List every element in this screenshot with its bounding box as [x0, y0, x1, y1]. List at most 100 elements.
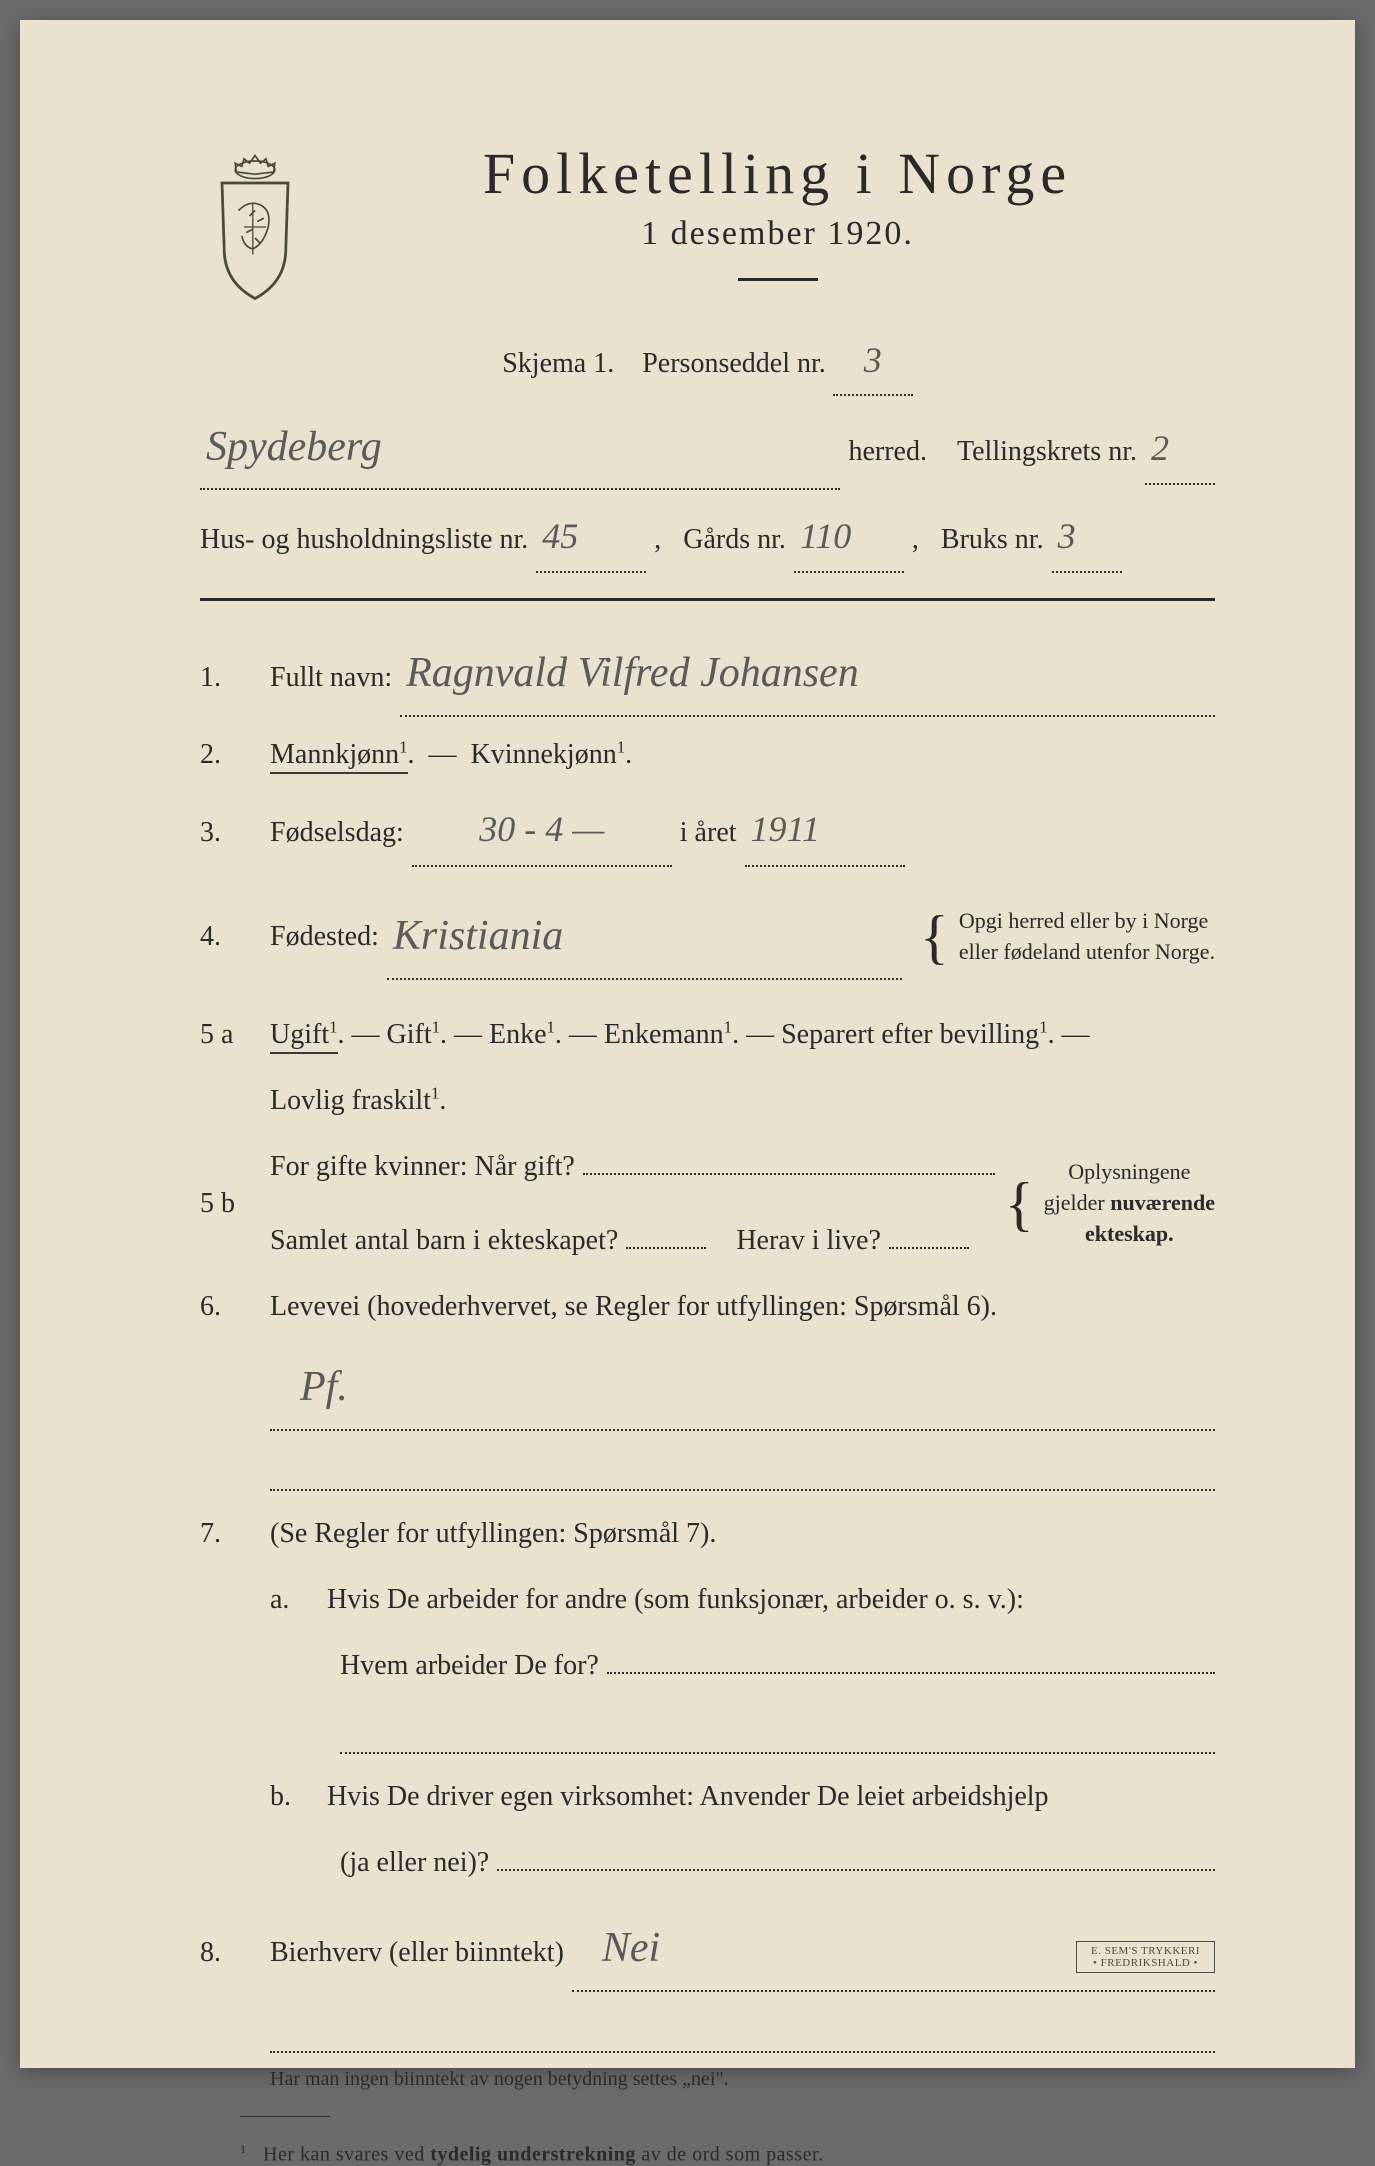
subtitle: 1 desember 1920.	[340, 215, 1215, 253]
husliste-value: 45	[536, 502, 646, 572]
q5b-note3: ekteskap.	[1085, 1221, 1174, 1246]
title-block: Folketelling i Norge 1 desember 1920.	[340, 140, 1215, 316]
norway-crest-svg	[200, 150, 310, 304]
q7a-num: a.	[270, 1572, 320, 1628]
form-metadata: Skjema 1. Personseddel nr. 3 Spydeberg h…	[200, 326, 1215, 573]
q5b-fill1	[583, 1173, 995, 1175]
q3-yearlabel: i året	[680, 805, 737, 861]
q6-dotted	[270, 1441, 1215, 1491]
herred-value: Spydeberg	[200, 408, 840, 490]
q7-num: 7.	[200, 1506, 270, 1562]
main-title: Folketelling i Norge	[340, 140, 1215, 207]
herred-line: Spydeberg herred. Tellingskrets nr. 2	[200, 408, 1215, 490]
q2-mann: Mannkjønn1	[270, 739, 408, 774]
q7b-label2: (ja eller nei)?	[340, 1835, 489, 1891]
q5a-num: 5 a	[200, 1007, 270, 1063]
q7-label: (Se Regler for utfyllingen: Spørsmål 7).	[270, 1506, 1215, 1562]
q7b-num: b.	[270, 1769, 320, 1825]
footnote-separator	[240, 2116, 330, 2117]
q3-label: Fødselsdag:	[270, 805, 404, 861]
q7b: b. Hvis De driver egen virksomhet: Anven…	[270, 1769, 1215, 1825]
q7b-label1: Hvis De driver egen virksomhet: Anvender…	[327, 1781, 1049, 1812]
q5b-fill2	[626, 1247, 706, 1249]
q8-num: 8.	[200, 1925, 270, 1981]
q4-note1: Opgi herred eller by i Norge	[959, 908, 1208, 933]
q7a-fill	[607, 1672, 1215, 1674]
printer-stamp: E. SEM'S TRYKKERI • FREDRIKSHALD •	[1076, 1941, 1215, 1973]
q6-blank	[270, 1441, 1215, 1491]
census-form-page: Folketelling i Norge 1 desember 1920. Sk…	[20, 20, 1355, 2068]
personseddel-label: Personseddel nr.	[642, 348, 826, 379]
header: Folketelling i Norge 1 desember 1920.	[200, 140, 1215, 316]
q7b-line2: (ja eller nei)?	[340, 1835, 1215, 1891]
q7: 7. (Se Regler for utfyllingen: Spørsmål …	[200, 1506, 1215, 1562]
coat-of-arms-icon	[200, 150, 310, 300]
q3-num: 3.	[200, 805, 270, 861]
q5b-note: { Oplysningene gjelder nuværende ekteska…	[995, 1144, 1215, 1264]
q5b-note2: gjelder nuværende	[1044, 1190, 1215, 1215]
q5b-label3: Herav i live?	[736, 1213, 881, 1269]
q5b-row2: Samlet antal barn i ekteskapet? Herav i …	[270, 1213, 995, 1269]
q4-note: { Opgi herred eller by i Norge eller fød…	[910, 877, 1215, 997]
q7a-dotted	[340, 1704, 1215, 1754]
q7a: a. Hvis De arbeider for andre (som funks…	[270, 1572, 1215, 1628]
tellingskrets-value: 2	[1145, 414, 1215, 484]
q8-label: Bierhverv (eller biinntekt)	[270, 1925, 564, 1981]
q5a-separert: Separert efter bevilling1	[781, 1019, 1048, 1050]
stamp-line2: • FREDRIKSHALD •	[1091, 1957, 1200, 1969]
q5b-num: 5 b	[200, 1176, 270, 1232]
q6: 6. Levevei (hovederhvervet, se Regler fo…	[200, 1279, 1215, 1335]
q3-year: 1911	[745, 793, 905, 867]
q7b-fill	[497, 1869, 1215, 1871]
gards-label: Gårds nr.	[683, 513, 786, 566]
footnote-num: 1	[240, 2142, 247, 2156]
q5b-label1: For gifte kvinner: Når gift?	[270, 1139, 575, 1195]
footnote-text: Her kan svares ved tydelig understreknin…	[263, 2143, 824, 2165]
q6-value-line: Pf.	[270, 1345, 1215, 1431]
q7a-label2: Hvem arbeider De for?	[340, 1638, 599, 1694]
bruks-label: Bruks nr.	[941, 513, 1044, 566]
q5b-row1: For gifte kvinner: Når gift?	[270, 1139, 995, 1195]
q6-value: Pf.	[270, 1345, 1215, 1431]
q8-blank	[270, 2002, 1215, 2052]
schema-line: Skjema 1. Personseddel nr. 3	[200, 326, 1215, 396]
q7a-label1: Hvis De arbeider for andre (som funksjon…	[327, 1584, 1024, 1615]
biinntekt-note: Har man ingen biinntekt av nogen betydni…	[270, 2068, 1215, 2091]
q4-note2: eller fødeland utenfor Norge.	[959, 939, 1215, 964]
q4-num: 4.	[200, 909, 270, 965]
q4-label: Fødested:	[270, 909, 379, 965]
q8-dotted	[270, 2002, 1215, 2052]
schema-label: Skjema 1.	[502, 348, 614, 379]
main-divider	[200, 598, 1215, 601]
q5b-label2: Samlet antal barn i ekteskapet?	[270, 1213, 618, 1269]
q8: 8. Bierhverv (eller biinntekt) Nei	[200, 1906, 1215, 1992]
bruks-value: 3	[1052, 502, 1122, 572]
q1-value: Ragnvald Vilfred Johansen	[400, 631, 1215, 717]
q5a: 5 a Ugift1. — Gift1. — Enke1. — Enkemann…	[200, 1007, 1215, 1063]
q4: 4. Fødested: Kristiania { Opgi herred el…	[200, 877, 1215, 997]
q7a-line2: Hvem arbeider De for?	[340, 1638, 1215, 1694]
q5a-line2: Lovlig fraskilt1.	[270, 1073, 1215, 1129]
tellingskrets-label: Tellingskrets nr.	[957, 425, 1137, 478]
herred-label: herred.	[848, 425, 927, 478]
q3-daymonth: 30 - 4 —	[412, 793, 672, 867]
q5a-fraskilt: Lovlig fraskilt1	[270, 1085, 439, 1116]
title-divider	[738, 278, 818, 281]
q5b-note1: Oplysningene	[1068, 1159, 1190, 1184]
personseddel-value: 3	[833, 326, 913, 396]
stamp-line1: E. SEM'S TRYKKERI	[1091, 1945, 1200, 1957]
q5a-enkemann: Enkemann1	[604, 1019, 732, 1050]
q2-num: 2.	[200, 727, 270, 783]
q5a-gift: Gift1	[387, 1019, 441, 1050]
husliste-label: Hus- og husholdningsliste nr.	[200, 513, 528, 566]
q2-kvinne: Kvinnekjønn1	[471, 739, 626, 770]
q3: 3. Fødselsdag: 30 - 4 — i året 1911	[200, 793, 1215, 867]
q5a-ugift: Ugift1	[270, 1019, 338, 1054]
hus-line: Hus- og husholdningsliste nr. 45, Gårds …	[200, 502, 1215, 572]
q1-num: 1.	[200, 650, 270, 706]
q5a-enke: Enke1	[489, 1019, 555, 1050]
q1-label: Fullt navn:	[270, 650, 392, 706]
q7a-blank	[340, 1704, 1215, 1754]
footnote: 1 Her kan svares ved tydelig understrekn…	[200, 2142, 1215, 2166]
q1: 1. Fullt navn: Ragnvald Vilfred Johansen	[200, 631, 1215, 717]
